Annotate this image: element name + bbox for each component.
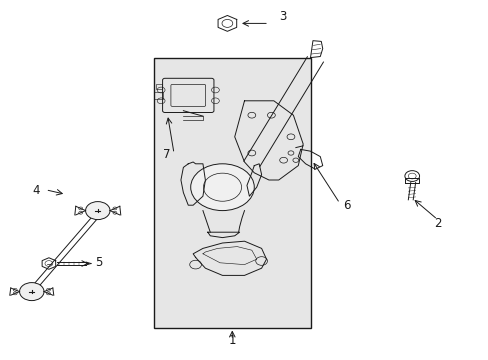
Text: 3: 3 [278,10,285,23]
Circle shape [190,164,254,211]
Text: 2: 2 [433,217,441,230]
Text: 1: 1 [228,334,236,347]
Text: 6: 6 [343,199,350,212]
Bar [154,92,163,99]
Circle shape [85,202,110,220]
Text: 7: 7 [163,148,170,161]
Circle shape [20,283,44,301]
Text: 4: 4 [33,184,40,197]
Bar [156,84,162,89]
Text: 5: 5 [95,256,102,269]
Bar [154,58,310,328]
